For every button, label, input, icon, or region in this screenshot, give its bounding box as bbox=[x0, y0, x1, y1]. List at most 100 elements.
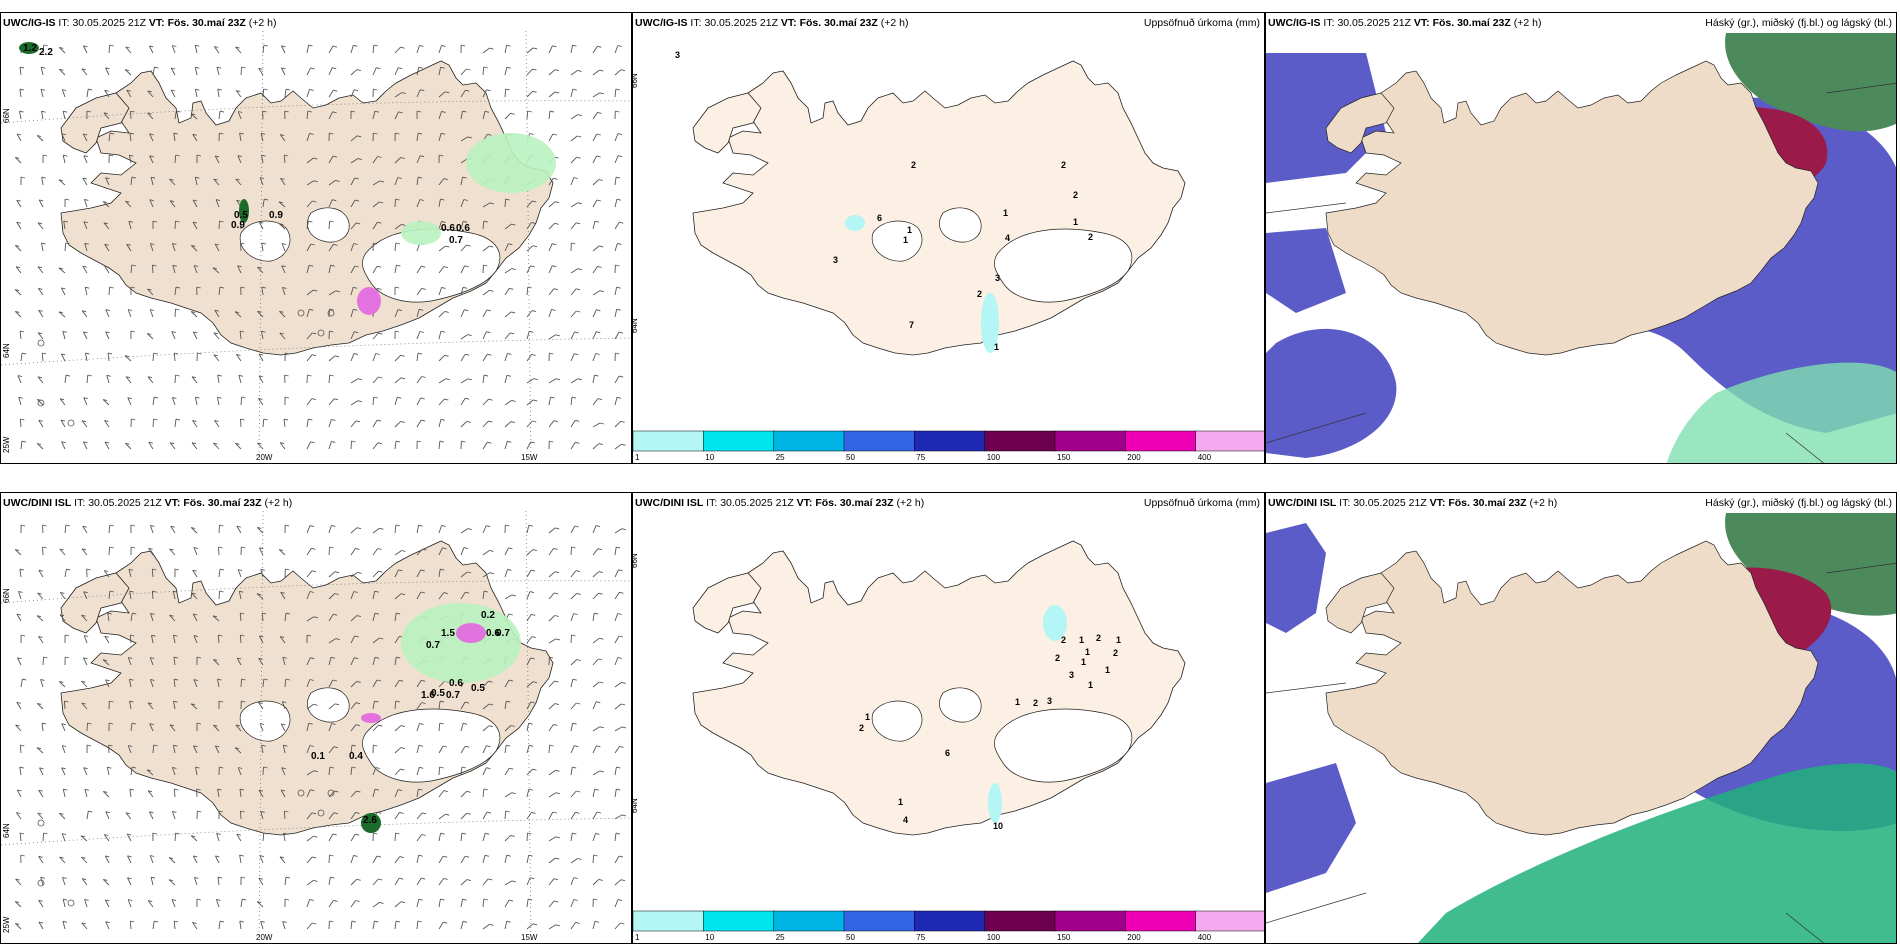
wind-barb bbox=[570, 833, 573, 842]
wind-barb bbox=[306, 309, 310, 318]
wind-barb-feather bbox=[374, 110, 380, 113]
wind-barb bbox=[214, 243, 220, 252]
wind-barb-feather bbox=[195, 66, 200, 69]
wind-barb-feather bbox=[146, 769, 152, 772]
wind-barb-feather bbox=[41, 722, 47, 725]
wind-barb-feather bbox=[285, 568, 290, 571]
wind-barb bbox=[526, 110, 529, 120]
wind-barb bbox=[16, 199, 22, 208]
wind-barb-feather bbox=[106, 374, 111, 377]
wind-barb bbox=[570, 135, 578, 142]
wind-barb-feather bbox=[105, 67, 110, 70]
wind-barb bbox=[592, 443, 600, 450]
colorbar-swatch bbox=[1195, 430, 1264, 452]
wind-barb-feather bbox=[169, 200, 175, 203]
wind-barb bbox=[152, 418, 155, 428]
wind-barb bbox=[256, 527, 264, 534]
wind-barb-feather bbox=[573, 177, 578, 179]
wind-barb bbox=[14, 289, 22, 296]
wind-barb bbox=[150, 613, 154, 622]
wind-barb bbox=[526, 525, 530, 534]
wind-barb bbox=[548, 222, 555, 230]
wind-barb-feather bbox=[549, 656, 554, 659]
wind-barb-feather bbox=[532, 90, 537, 93]
wind-barb bbox=[218, 220, 220, 230]
wind-barb bbox=[614, 682, 622, 688]
wind-barb-feather bbox=[259, 221, 264, 224]
wind-barb-feather bbox=[577, 69, 582, 72]
panel-precip-bottom: UWC/DINI ISL IT: 30.05.2025 21Z VT: Fös.… bbox=[632, 492, 1265, 944]
colorbar-swatch bbox=[843, 910, 916, 932]
wind-barb bbox=[306, 591, 311, 600]
wind-barb-feather bbox=[599, 245, 604, 248]
wind-barb-feather bbox=[38, 419, 43, 422]
wind-barb-feather bbox=[553, 878, 559, 881]
wind-barb-feather bbox=[105, 177, 110, 180]
wind-barb-feather bbox=[395, 440, 401, 443]
wind-barb bbox=[173, 920, 176, 930]
wind-barb-feather bbox=[530, 657, 535, 660]
wind-barb bbox=[239, 220, 242, 230]
wind-barb-feather bbox=[62, 745, 67, 747]
wind-barb-feather bbox=[577, 202, 582, 205]
wind-barb-feather bbox=[528, 524, 534, 527]
wind-barb bbox=[86, 811, 89, 820]
wind-barb bbox=[213, 442, 220, 450]
wind-barb bbox=[504, 332, 511, 340]
wind-barb-feather bbox=[395, 524, 401, 527]
wind-barb-feather bbox=[488, 878, 493, 881]
wind-barb-feather bbox=[83, 45, 88, 48]
wind-barb-feather bbox=[261, 744, 266, 747]
precip-value: 4 bbox=[903, 815, 908, 825]
wind-barb bbox=[83, 591, 88, 600]
wind-barb-feather bbox=[394, 286, 400, 289]
wind-value: 0.6 bbox=[456, 223, 470, 234]
colorbar-swatch bbox=[703, 910, 775, 932]
light-rain-area bbox=[401, 603, 521, 683]
wind-barb-feather bbox=[594, 920, 600, 923]
wind-barb-feather bbox=[37, 812, 42, 815]
wind-barb bbox=[570, 353, 575, 362]
wind-barb bbox=[281, 287, 286, 296]
wind-barb-feather bbox=[574, 353, 579, 356]
wind-barb bbox=[190, 703, 198, 710]
glacier-3 bbox=[994, 708, 1133, 783]
wind-barb-feather bbox=[40, 678, 45, 681]
wind-barb-feather bbox=[107, 352, 113, 355]
wind-barb-feather bbox=[554, 703, 560, 706]
wind-barb bbox=[234, 311, 242, 318]
wind-barb bbox=[372, 657, 376, 666]
graticule bbox=[1, 510, 631, 943]
wind-barb bbox=[614, 133, 619, 142]
wind-value: 2.2 bbox=[39, 47, 53, 58]
wind-barb-feather bbox=[505, 810, 510, 813]
wind-barb bbox=[102, 879, 110, 886]
wind-barb-feather bbox=[128, 657, 133, 659]
wind-barb bbox=[372, 855, 378, 864]
wind-barb-feather bbox=[85, 352, 90, 355]
wind-barb-feather bbox=[258, 789, 264, 792]
wind-barb bbox=[614, 899, 619, 908]
wind-barb-feather bbox=[597, 45, 602, 48]
wind-barb-feather bbox=[87, 374, 92, 377]
wind-barb bbox=[526, 549, 534, 556]
wind-barb-feather bbox=[105, 899, 110, 902]
wind-barb bbox=[526, 789, 530, 798]
wind-barb-feather bbox=[331, 440, 336, 443]
wind-barb-feather bbox=[356, 69, 362, 72]
wind-barb bbox=[37, 376, 44, 384]
wind-barb-feather bbox=[81, 548, 87, 551]
wind-barb-feather bbox=[194, 265, 199, 267]
wind-barb bbox=[306, 899, 311, 908]
iceland-land bbox=[692, 540, 1186, 836]
wind-barb-feather bbox=[572, 678, 577, 681]
wind-barb-feather bbox=[313, 180, 318, 183]
wind-barb bbox=[350, 440, 352, 450]
wind-barb bbox=[350, 287, 354, 296]
wind-barb bbox=[570, 288, 577, 296]
wind-barb bbox=[372, 201, 380, 208]
wind-barb bbox=[279, 442, 286, 450]
wind-barb bbox=[81, 922, 88, 930]
panel-title: UWC/DINI ISL IT: 30.05.2025 21Z VT: Fös.… bbox=[1268, 497, 1558, 509]
